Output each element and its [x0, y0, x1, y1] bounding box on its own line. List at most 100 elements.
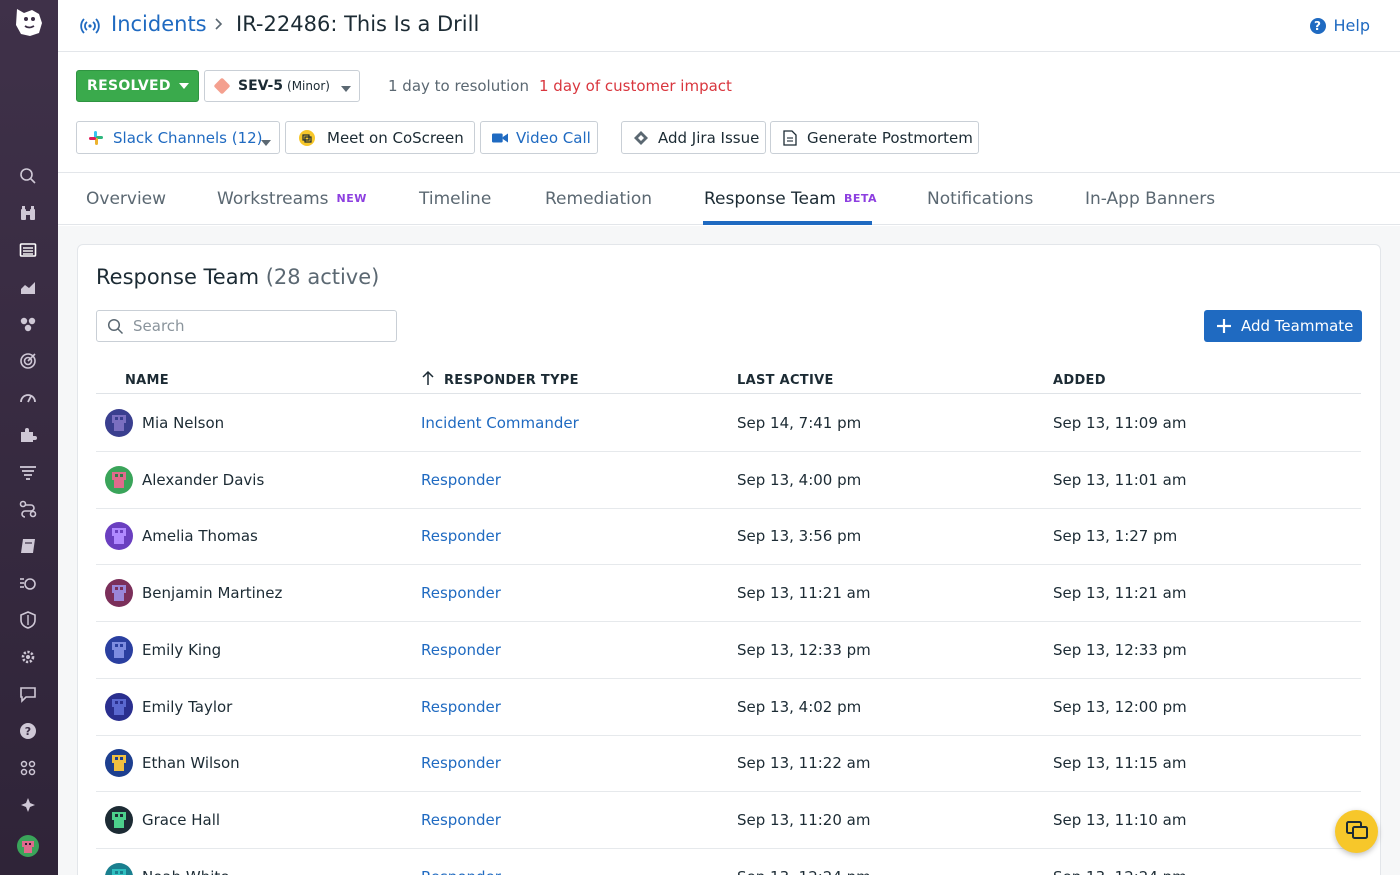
- added-time: Sep 13, 11:10 am: [1053, 810, 1187, 829]
- responder-type-link[interactable]: Responder: [421, 640, 501, 659]
- question-icon[interactable]: ?: [17, 720, 39, 742]
- avatar[interactable]: [105, 749, 133, 778]
- last-active-time: Sep 13, 3:56 pm: [737, 527, 862, 546]
- chat-support-button[interactable]: [1335, 810, 1378, 853]
- tab-label: Response Team: [704, 189, 836, 209]
- document-icon: [782, 129, 798, 146]
- hexagons-icon[interactable]: [17, 313, 39, 335]
- list-icon[interactable]: [17, 239, 39, 261]
- area-chart-icon[interactable]: [17, 276, 39, 298]
- column-header-last-active[interactable]: LAST ACTIVE: [737, 373, 834, 388]
- add-teammate-button[interactable]: Add Teammate: [1204, 310, 1362, 342]
- table-row[interactable]: Amelia Thomas Responder Sep 13, 3:56 pm Sep…: [96, 508, 1361, 566]
- responder-type-link[interactable]: Responder: [421, 754, 501, 773]
- avatar[interactable]: [105, 522, 133, 551]
- user-avatar[interactable]: [17, 835, 39, 857]
- search-input[interactable]: [133, 311, 383, 341]
- search-box[interactable]: [96, 310, 397, 342]
- last-active-time: Sep 13, 12:33 pm: [737, 640, 871, 659]
- status-dropdown[interactable]: RESOLVED: [76, 70, 199, 102]
- generate-postmortem-button[interactable]: Generate Postmortem: [770, 121, 979, 154]
- help-link[interactable]: ? Help: [1309, 16, 1370, 35]
- add-jira-issue-button[interactable]: Add Jira Issue: [621, 121, 766, 154]
- breadcrumb-incidents[interactable]: Incidents: [111, 12, 207, 36]
- last-active-time: Sep 13, 11:22 am: [737, 754, 871, 773]
- avatar[interactable]: [105, 692, 133, 721]
- responder-type-link[interactable]: Responder: [421, 470, 501, 489]
- add-jira-issue-label: Add Jira Issue: [658, 128, 760, 147]
- responder-type-link[interactable]: Responder: [421, 527, 501, 546]
- added-time: Sep 13, 11:09 am: [1053, 414, 1187, 432]
- gauge-icon[interactable]: [17, 387, 39, 409]
- added-time: Sep 13, 11:21 am: [1053, 584, 1187, 603]
- sort-ascending-icon[interactable]: [421, 370, 435, 386]
- slack-channels-label: Slack Channels (12): [113, 128, 263, 147]
- filter-icon[interactable]: [17, 461, 39, 483]
- route-icon[interactable]: [17, 498, 39, 520]
- severity-dropdown[interactable]: SEV-5 (Minor): [204, 70, 360, 102]
- target-icon[interactable]: [17, 350, 39, 372]
- status-label: RESOLVED: [87, 78, 171, 94]
- table-row[interactable]: Alexander Davis Responder Sep 13, 4:00 pm S…: [96, 452, 1361, 509]
- scan-icon[interactable]: [17, 572, 39, 594]
- severity-detail: (Minor): [287, 79, 330, 93]
- table-row[interactable]: Grace Hall Responder Sep 13, 11:20 am Sep 1…: [96, 792, 1361, 849]
- slack-channels-button[interactable]: Slack Channels (12): [76, 121, 280, 154]
- column-header-name[interactable]: NAME: [125, 373, 169, 388]
- responder-name: Grace Hall: [142, 810, 221, 829]
- sparkle-icon[interactable]: [17, 794, 39, 816]
- avatar[interactable]: [105, 805, 133, 834]
- tab-response-team[interactable]: Response Team BETA: [704, 189, 877, 209]
- table-row[interactable]: Emily Taylor Responder Sep 13, 4:02 pm Sep …: [96, 679, 1361, 736]
- shield-icon[interactable]: [17, 609, 39, 631]
- chat-icon[interactable]: [17, 683, 39, 705]
- tab-overview[interactable]: Overview: [86, 189, 166, 209]
- last-active-time: Sep 13, 4:02 pm: [737, 697, 862, 716]
- added-time: Sep 13, 11:15 am: [1053, 754, 1187, 773]
- active-count: (28 active): [265, 265, 380, 289]
- avatar[interactable]: [105, 862, 133, 875]
- coscreen-label: Meet on CoScreen: [327, 128, 464, 147]
- book-icon[interactable]: [17, 535, 39, 557]
- column-header-added[interactable]: ADDED: [1053, 373, 1106, 388]
- avatar[interactable]: [105, 465, 133, 494]
- gear-icon[interactable]: [17, 646, 39, 668]
- table-row[interactable]: Ethan Wilson Responder Sep 13, 11:22 am Sep…: [96, 735, 1361, 793]
- avatar[interactable]: [105, 409, 133, 437]
- generate-postmortem-label: Generate Postmortem: [807, 128, 973, 147]
- responder-type-link[interactable]: Responder: [421, 697, 501, 716]
- coscreen-button[interactable]: Meet on CoScreen: [285, 121, 475, 154]
- responder-type-link[interactable]: Responder: [421, 584, 501, 603]
- responder-type-link[interactable]: Responder: [421, 868, 501, 875]
- tab-in-app-banners[interactable]: In-App Banners: [1085, 189, 1215, 209]
- tab-remediation[interactable]: Remediation: [545, 189, 652, 209]
- avatar[interactable]: [105, 579, 133, 608]
- last-active-time: Sep 13, 12:24 pm: [737, 868, 871, 875]
- table-row[interactable]: Mia Nelson Incident Commander Sep 14, 7:41…: [96, 395, 1361, 452]
- binoculars-icon[interactable]: [17, 202, 39, 224]
- tab-label: In-App Banners: [1085, 189, 1216, 209]
- team-icon[interactable]: [17, 757, 39, 779]
- column-header-responder-type[interactable]: RESPONDER TYPE: [444, 373, 579, 388]
- tab-workstreams[interactable]: Workstreams NEW: [217, 189, 367, 209]
- responder-name: Emily King: [142, 640, 222, 659]
- add-teammate-label: Add Teammate: [1241, 317, 1354, 335]
- resolution-time: 1 day to resolution: [388, 77, 529, 95]
- table-row[interactable]: Noah White Responder Sep 13, 12:24 pm Sep 1…: [96, 849, 1361, 875]
- tab-notifications[interactable]: Notifications: [927, 189, 1033, 209]
- search-icon[interactable]: [17, 165, 39, 187]
- responder-type-link[interactable]: Responder: [421, 810, 501, 829]
- responder-type-link[interactable]: Incident Commander: [421, 414, 579, 432]
- tab-label: Workstreams: [217, 189, 329, 209]
- video-call-button[interactable]: Video Call: [480, 121, 598, 154]
- table-row[interactable]: Emily King Responder Sep 13, 12:33 pm Sep 1…: [96, 622, 1361, 679]
- datadog-logo-icon[interactable]: [12, 5, 46, 39]
- avatar[interactable]: [105, 635, 133, 664]
- responder-name: Amelia Thomas: [142, 527, 258, 546]
- puzzle-icon[interactable]: [17, 424, 39, 446]
- table-row[interactable]: Benjamin Martinez Responder Sep 13, 11:21 …: [96, 565, 1361, 623]
- left-sidebar: ?: [0, 0, 58, 875]
- response-team-card: [77, 244, 1381, 875]
- table-header: NAME RESPONDER TYPE LAST ACTIVE ADDED: [96, 366, 1361, 394]
- tab-timeline[interactable]: Timeline: [419, 189, 491, 209]
